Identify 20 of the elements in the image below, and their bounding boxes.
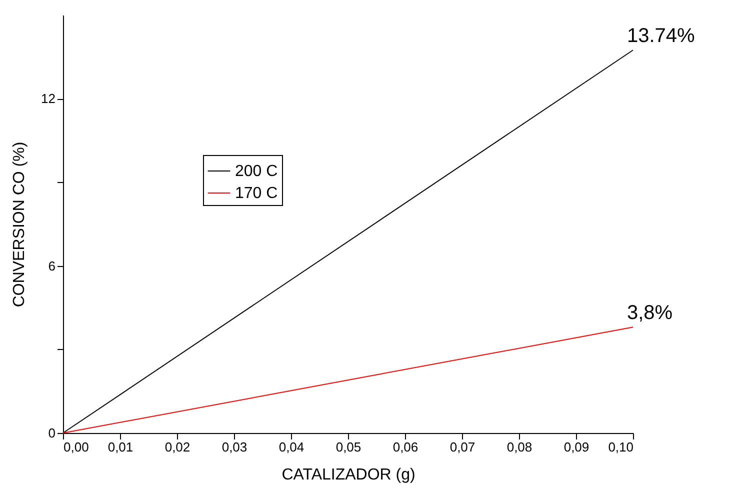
x-tick-label: 0,09: [564, 440, 590, 454]
x-tick-label: 0,10: [608, 440, 634, 454]
annotation: 13.74%: [627, 25, 696, 48]
x-tick-label: 0,02: [164, 440, 190, 454]
x-tick-label: 0,03: [222, 440, 248, 454]
x-tick-label: 0,04: [278, 440, 304, 454]
x-tick-label: 0,01: [108, 440, 134, 454]
legend-label: 170 C: [235, 185, 278, 202]
x-tick-label: 0,06: [392, 440, 418, 454]
x-tick-label: 0,00: [64, 440, 89, 454]
annotation: 3,8%: [627, 302, 673, 324]
x-axis-title: CATALIZADOR (g): [282, 466, 416, 484]
y-axis-title: CONVERSION CO (%): [11, 142, 28, 308]
legend-label: 200 C: [235, 163, 278, 180]
y-tick-label: 0: [48, 426, 56, 440]
x-tick-label: 0,08: [506, 440, 532, 454]
y-tick-label: 6: [48, 258, 56, 274]
y-tick-label: 12: [41, 91, 56, 106]
x-tick-label: 0,07: [450, 440, 476, 454]
x-tick-label: 0,05: [336, 440, 362, 454]
